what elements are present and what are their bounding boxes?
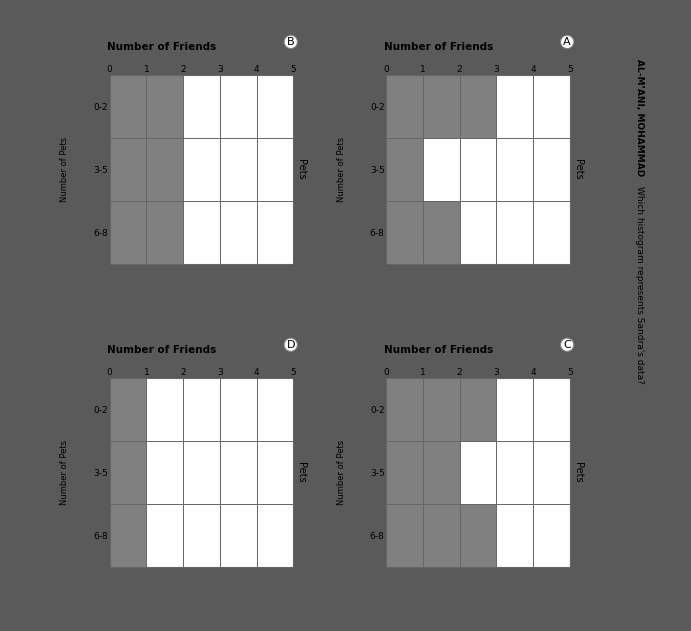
Text: Pets: Pets — [296, 462, 306, 483]
Bar — [110, 504, 146, 567]
Bar — [146, 75, 183, 138]
Bar — [183, 504, 220, 567]
Bar — [110, 75, 146, 138]
Bar — [110, 201, 146, 264]
Bar — [256, 138, 294, 201]
Bar — [110, 378, 146, 441]
Bar — [256, 504, 294, 567]
Bar — [220, 201, 256, 264]
Bar — [146, 441, 183, 504]
Bar — [146, 378, 183, 441]
Bar — [533, 75, 570, 138]
Text: Number of Friends: Number of Friends — [108, 345, 217, 355]
Bar — [220, 138, 256, 201]
Bar — [386, 441, 423, 504]
Bar — [460, 441, 496, 504]
Bar — [496, 441, 533, 504]
Bar — [423, 378, 460, 441]
Text: C: C — [563, 339, 571, 350]
Text: Number of Pets: Number of Pets — [337, 137, 346, 202]
Bar — [423, 138, 460, 201]
Bar — [423, 504, 460, 567]
Bar — [496, 75, 533, 138]
Bar — [423, 75, 460, 138]
Bar — [183, 201, 220, 264]
Bar — [146, 201, 183, 264]
Text: D: D — [287, 339, 295, 350]
Bar — [256, 75, 294, 138]
Text: Which histogram represents Sandra's data?: Which histogram represents Sandra's data… — [634, 186, 644, 384]
Bar — [533, 201, 570, 264]
Bar — [460, 138, 496, 201]
Text: Pets: Pets — [573, 462, 583, 483]
Bar — [533, 378, 570, 441]
Bar — [386, 378, 423, 441]
Text: Number of Friends: Number of Friends — [384, 42, 493, 52]
Bar — [386, 75, 423, 138]
Text: B: B — [287, 37, 294, 47]
Text: Number of Pets: Number of Pets — [60, 440, 70, 505]
Bar — [256, 201, 294, 264]
Bar — [220, 441, 256, 504]
Bar — [386, 504, 423, 567]
Bar — [256, 378, 294, 441]
Bar — [256, 441, 294, 504]
Text: Number of Pets: Number of Pets — [60, 137, 70, 202]
Bar — [183, 138, 220, 201]
Bar — [460, 378, 496, 441]
Bar — [146, 504, 183, 567]
Bar — [110, 441, 146, 504]
Bar — [460, 504, 496, 567]
Bar — [386, 201, 423, 264]
Bar — [110, 138, 146, 201]
Bar — [423, 201, 460, 264]
Text: Number of Friends: Number of Friends — [108, 42, 217, 52]
Bar — [533, 504, 570, 567]
Bar — [146, 138, 183, 201]
Bar — [460, 75, 496, 138]
Bar — [220, 75, 256, 138]
Text: Pets: Pets — [573, 159, 583, 180]
Bar — [496, 378, 533, 441]
Bar — [183, 441, 220, 504]
Bar — [423, 441, 460, 504]
Bar — [496, 138, 533, 201]
Text: Number of Friends: Number of Friends — [384, 345, 493, 355]
Bar — [496, 201, 533, 264]
Text: Pets: Pets — [296, 159, 306, 180]
Text: A: A — [563, 37, 571, 47]
Bar — [460, 201, 496, 264]
Bar — [533, 441, 570, 504]
Bar — [183, 75, 220, 138]
Bar — [220, 378, 256, 441]
Bar — [183, 378, 220, 441]
Bar — [533, 138, 570, 201]
Text: AL-M’ANI, MOHAMMAD: AL-M’ANI, MOHAMMAD — [634, 59, 644, 176]
Bar — [496, 504, 533, 567]
Text: Number of Pets: Number of Pets — [337, 440, 346, 505]
Bar — [220, 504, 256, 567]
Bar — [386, 138, 423, 201]
